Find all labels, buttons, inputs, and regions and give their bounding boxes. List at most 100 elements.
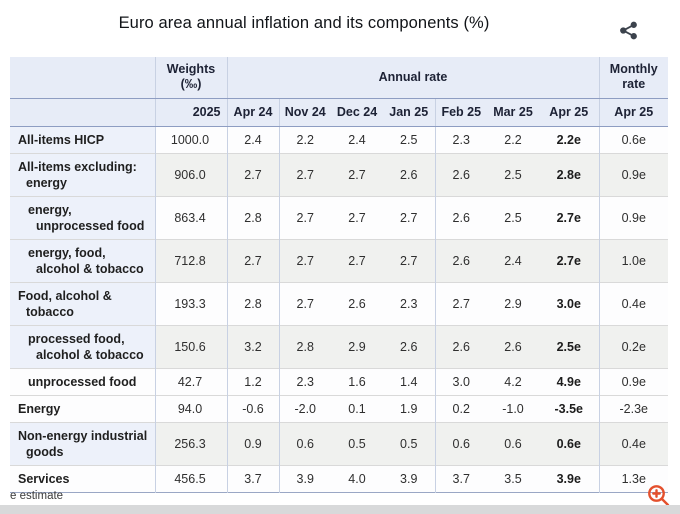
- annual-rate-value: 2.7: [278, 238, 331, 282]
- annual-rate-value: 2.7: [383, 195, 435, 239]
- annual-rate-value: 0.9: [226, 421, 279, 465]
- annual-rate-value: 2.3: [434, 126, 487, 153]
- annual-rate-value: 2.5: [383, 126, 435, 153]
- row-label: Energy: [10, 394, 155, 422]
- weight-value: 42.7: [154, 367, 227, 395]
- page-title: Euro area annual inflation and its compo…: [118, 14, 490, 32]
- row-label: All-items excluding: energy: [10, 152, 155, 196]
- annual-rate-value: 0.6e: [539, 421, 599, 465]
- annual-rate-value: 2.8e: [539, 152, 599, 196]
- row-label: Non-energy industrial goods: [10, 421, 155, 465]
- annual-rate-value: 2.5e: [539, 324, 599, 368]
- annual-rate-value: 1.9: [383, 394, 435, 422]
- annual-rate-value: 3.9: [278, 464, 331, 492]
- annual-rate-value: 4.9e: [539, 367, 599, 395]
- subheader-month-dec24: Dec 24: [331, 98, 383, 127]
- weight-value: 456.5: [154, 464, 227, 492]
- title-row: Euro area annual inflation and its compo…: [10, 14, 668, 33]
- annual-rate-value: 2.7: [226, 238, 279, 282]
- subheader-month-apr25: Apr 25: [539, 98, 599, 127]
- table-header: Weights (‰) Annual rate Monthly rate 202…: [10, 57, 668, 127]
- table-row: Energy 94.0 -0.6 -2.0 0.1 1.9 0.2 -1.0 -3.5e -2.3…: [10, 394, 668, 422]
- annual-rate-value: -3.5e: [539, 394, 599, 422]
- annual-rate-value: 4.2: [487, 367, 539, 395]
- annual-rate-value: 2.7: [331, 152, 383, 196]
- weight-value: 256.3: [154, 421, 227, 465]
- annual-rate-value: 3.5: [487, 464, 539, 492]
- monthly-rate-value: 0.2e: [598, 324, 668, 368]
- row-label: energy, unprocessed food: [10, 195, 155, 239]
- annual-rate-value: 2.2: [278, 126, 331, 153]
- subheader-month-mar25: Mar 25: [487, 98, 539, 127]
- weight-value: 712.8: [154, 238, 227, 282]
- weight-value: 193.3: [154, 281, 227, 325]
- annual-rate-value: 0.6: [487, 421, 539, 465]
- weight-value: 906.0: [154, 152, 227, 196]
- annual-rate-value: 3.9e: [539, 464, 599, 492]
- annual-rate-value: 2.7e: [539, 195, 599, 239]
- annual-rate-value: 2.7: [434, 281, 487, 325]
- annual-rate-value: 2.6: [383, 324, 435, 368]
- subheader-month-feb25: Feb 25: [434, 98, 487, 127]
- table-row: unprocessed food 42.7 1.2 2.3 1.6 1.4 3.0 4.2 4.…: [10, 367, 668, 395]
- monthly-rate-value: 0.9e: [598, 195, 668, 239]
- annual-rate-value: 3.7: [226, 464, 279, 492]
- annual-rate-value: 2.7: [226, 152, 279, 196]
- row-label: energy, food, alcohol & tobacco: [10, 238, 155, 282]
- annual-rate-value: 1.4: [383, 367, 435, 395]
- annual-rate-value: 1.2: [226, 367, 279, 395]
- monthly-rate-value: 0.9e: [598, 152, 668, 196]
- annual-rate-value: 2.7: [383, 238, 435, 282]
- monthly-rate-value: 0.4e: [598, 281, 668, 325]
- weight-value: 94.0: [154, 394, 227, 422]
- monthly-rate-value: 0.9e: [598, 367, 668, 395]
- weight-value: 150.6: [154, 324, 227, 368]
- row-label: All-items HICP: [10, 126, 155, 153]
- annual-rate-value: 2.5: [487, 152, 539, 196]
- annual-rate-value: 2.2e: [539, 126, 599, 153]
- annual-rate-value: 0.6: [278, 421, 331, 465]
- annual-rate-value: -1.0: [487, 394, 539, 422]
- table-row: processed food, alcohol & tobacco 150.6 3.…: [10, 324, 668, 368]
- share-button[interactable]: [618, 19, 640, 41]
- subheader-month-jan25: Jan 25: [383, 98, 435, 127]
- share-icon: [618, 20, 640, 41]
- annual-rate-value: 3.0: [434, 367, 487, 395]
- estimate-footnote: e estimate: [10, 490, 64, 502]
- zoom-button[interactable]: [645, 483, 673, 511]
- annual-rate-value: 0.5: [383, 421, 435, 465]
- annual-rate-value: 3.0e: [539, 281, 599, 325]
- annual-rate-value: 0.2: [434, 394, 487, 422]
- table-body: All-items HICP 1000.0 2.4 2.2 2.4 2.5 2.3 2.2 2.…: [10, 126, 668, 492]
- subheader-month-apr24: Apr 24: [226, 98, 279, 127]
- monthly-rate-value: 0.4e: [598, 421, 668, 465]
- annual-rate-value: 3.2: [226, 324, 279, 368]
- annual-rate-value: 2.9: [331, 324, 383, 368]
- annual-rate-value: 2.4: [331, 126, 383, 153]
- annual-rate-value: 0.5: [331, 421, 383, 465]
- annual-rate-value: 2.7: [331, 195, 383, 239]
- annual-rate-value: 0.6: [434, 421, 487, 465]
- subheader-empty-cell: [10, 98, 155, 127]
- header-annual-rate: Annual rate: [226, 57, 599, 99]
- annual-rate-value: 3.9: [383, 464, 435, 492]
- annual-rate-value: 2.6: [434, 324, 487, 368]
- header-monthly-rate: Monthly rate: [598, 57, 668, 99]
- annual-rate-value: 2.6: [434, 152, 487, 196]
- annual-rate-value: -0.6: [226, 394, 279, 422]
- table-row: All-items HICP 1000.0 2.4 2.2 2.4 2.5 2.3 2.2 2.…: [10, 126, 668, 153]
- annual-rate-value: 2.9: [487, 281, 539, 325]
- annual-rate-value: 2.3: [278, 367, 331, 395]
- annual-rate-value: 2.7: [331, 238, 383, 282]
- annual-rate-value: 2.7: [278, 195, 331, 239]
- row-label: Services: [10, 464, 155, 492]
- bottom-scroll-bar: [0, 505, 680, 514]
- monthly-rate-value: -2.3e: [598, 394, 668, 422]
- row-label: Food, alcohol & tobacco: [10, 281, 155, 325]
- annual-rate-value: 2.2: [487, 126, 539, 153]
- row-label: processed food, alcohol & tobacco: [10, 324, 155, 368]
- header-empty-cell: [10, 57, 155, 99]
- inflation-table: Weights (‰) Annual rate Monthly rate 202…: [10, 57, 668, 493]
- annual-rate-value: -2.0: [278, 394, 331, 422]
- annual-rate-value: 2.3: [383, 281, 435, 325]
